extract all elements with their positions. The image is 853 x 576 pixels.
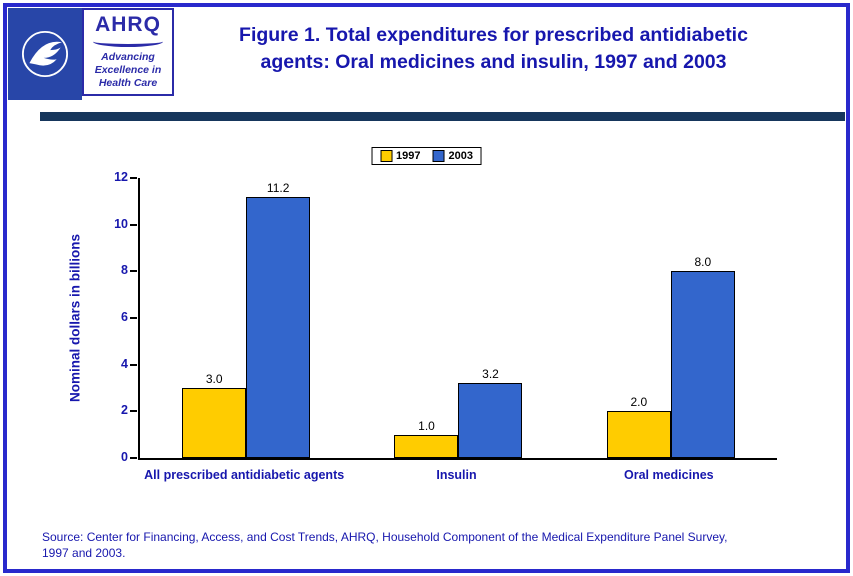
plot-area: 3.0 11.2 1.0 3.2 2.0 8.0 — [138, 178, 777, 460]
header: AHRQ Advancing Excellence in Health Care… — [8, 8, 841, 102]
bar-group: 3.0 11.2 — [182, 181, 311, 458]
page-title: Figure 1. Total expenditures for prescri… — [174, 8, 841, 102]
bar-group: 1.0 3.2 — [394, 367, 523, 458]
legend: 1997 2003 — [371, 147, 482, 165]
bar-2003: 11.2 — [246, 181, 311, 458]
source-note: Source: Center for Financing, Access, an… — [42, 529, 823, 561]
y-axis-title: Nominal dollars in billions — [67, 233, 83, 403]
title-line1: Figure 1. Total expenditures for prescri… — [239, 24, 748, 46]
y-tick-label: 6 — [121, 310, 128, 324]
ahrq-swoosh-icon — [93, 36, 163, 47]
bar-value-label: 3.2 — [482, 367, 499, 382]
y-tick-mark — [130, 270, 137, 273]
legend-label: 2003 — [448, 150, 473, 162]
legend-item-2003: 2003 — [432, 150, 473, 162]
source-line2: 1997 and 2003. — [42, 546, 126, 560]
bar-value-label: 3.0 — [205, 372, 223, 386]
y-tick-mark — [130, 410, 137, 413]
y-tick-label: 10 — [114, 216, 128, 231]
source-line1: Source: Center for Financing, Access, an… — [42, 530, 728, 544]
bar-value-label: 11.2 — [266, 180, 290, 195]
bar-value-label: 1.0 — [418, 418, 435, 433]
y-tick-mark — [130, 177, 137, 179]
y-tick-mark — [130, 363, 137, 366]
hhs-eagle-icon — [21, 30, 69, 78]
bar-1997: 3.0 — [182, 372, 247, 458]
y-tick-label: 2 — [121, 403, 128, 418]
ahrq-tagline-line3: Health Care — [98, 77, 158, 89]
ahrq-tagline-line2: Excellence in — [94, 64, 162, 76]
bar-group: 2.0 8.0 — [606, 255, 735, 458]
x-category-label: All prescribed antidiabetic agents — [144, 468, 345, 482]
x-category-label: Oral medicines — [624, 468, 714, 482]
legend-swatch — [380, 150, 393, 162]
y-tick-label: 12 — [114, 170, 128, 184]
hhs-logo — [8, 8, 82, 100]
title-line2: agents: Oral medicines and insulin, 1997… — [260, 51, 727, 73]
bar-1997: 2.0 — [606, 395, 671, 458]
ahrq-tagline: Advancing Excellence in Health Care — [95, 51, 162, 90]
x-category-labels: All prescribed antidiabetic agents Insuli… — [138, 468, 775, 482]
header-divider-bar — [40, 112, 845, 121]
legend-item-1997: 1997 — [380, 150, 421, 162]
y-tick-mark — [130, 223, 137, 226]
legend-swatch — [432, 150, 445, 162]
bar-2003: 8.0 — [670, 255, 735, 458]
y-tick-label: 8 — [121, 263, 128, 278]
y-tick-label: 4 — [121, 356, 128, 371]
bar-value-label: 8.0 — [694, 255, 712, 270]
ahrq-logo-word: AHRQ — [95, 13, 161, 36]
legend-label: 1997 — [396, 150, 421, 162]
bar-value-label: 2.0 — [630, 395, 648, 410]
ahrq-tagline-line1: Advancing — [101, 51, 155, 63]
y-tick-mark — [130, 457, 137, 459]
y-tick-mark — [130, 317, 137, 319]
bar-1997: 1.0 — [394, 419, 459, 458]
ahrq-logo: AHRQ Advancing Excellence in Health Care — [82, 8, 174, 96]
bar-2003: 3.2 — [458, 367, 523, 458]
x-category-label: Insulin — [436, 468, 477, 482]
y-tick-label: 0 — [121, 450, 128, 464]
